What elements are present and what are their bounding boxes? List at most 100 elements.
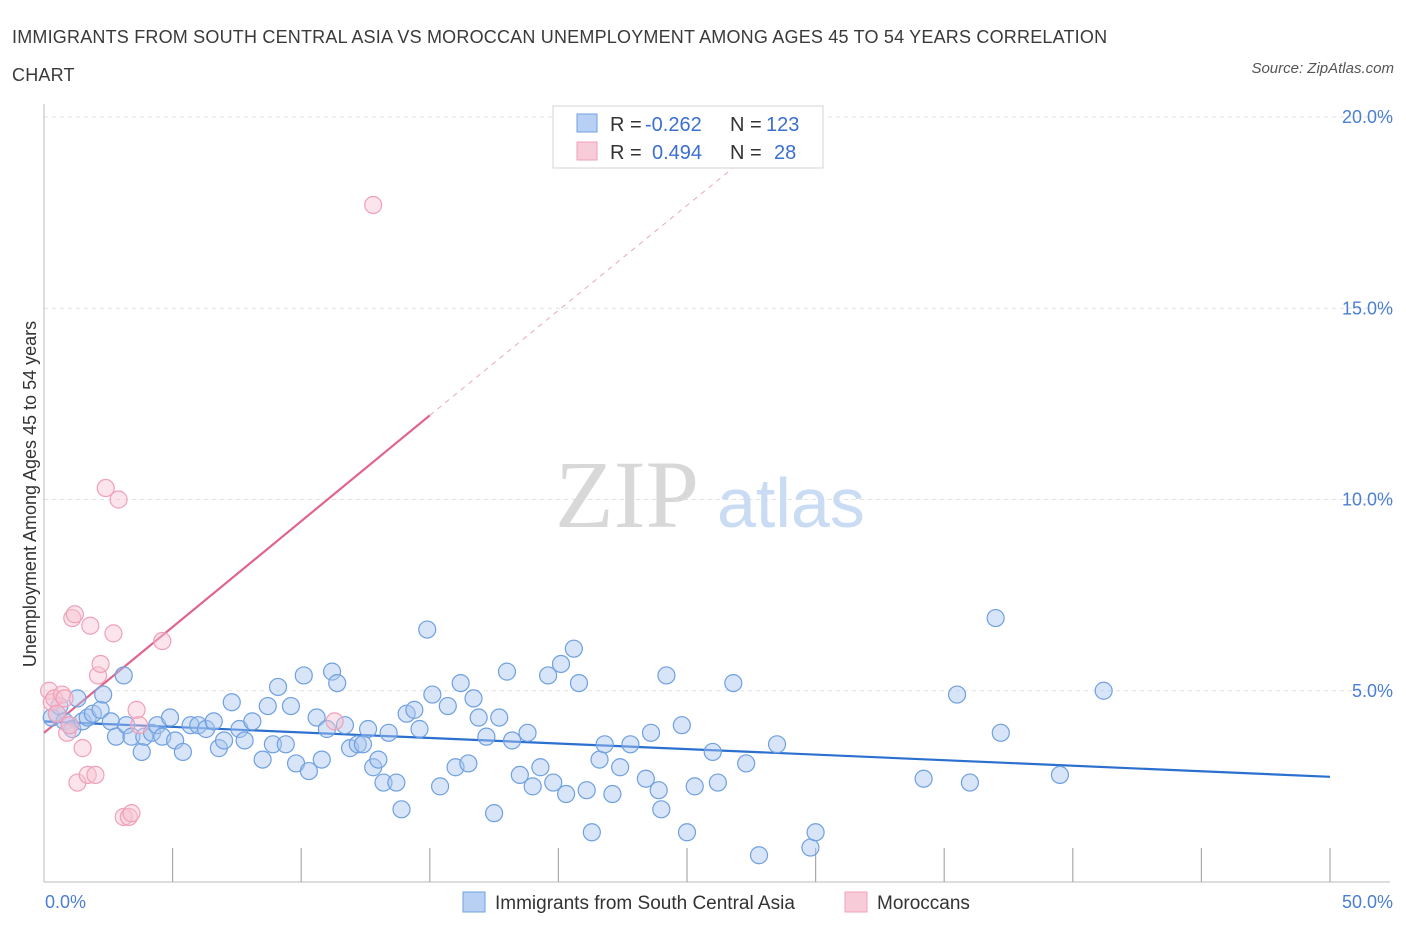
data-point-south-central-asia xyxy=(649,781,668,800)
data-point-moroccans xyxy=(104,624,123,643)
data-point-south-central-asia xyxy=(582,823,601,842)
data-point-south-central-asia xyxy=(160,708,180,727)
data-point-south-central-asia xyxy=(518,723,537,742)
data-point-moroccans xyxy=(153,631,172,651)
data-point-south-central-asia xyxy=(405,700,424,719)
data-point-moroccans xyxy=(55,689,74,708)
data-point-south-central-asia xyxy=(503,731,522,750)
data-point-south-central-asia xyxy=(459,754,478,773)
data-point-south-central-asia xyxy=(557,784,576,804)
data-point-south-central-asia xyxy=(708,773,727,792)
data-point-south-central-asia xyxy=(438,696,457,716)
y-tick-label: 15.0% xyxy=(1342,298,1393,318)
data-point-south-central-asia xyxy=(243,712,262,731)
data-point-south-central-asia xyxy=(253,750,272,769)
legend-swatch-pink xyxy=(576,141,598,161)
data-point-moroccans xyxy=(68,773,87,792)
data-point-moroccans xyxy=(81,616,100,635)
data-point-south-central-asia xyxy=(724,673,743,693)
data-point-south-central-asia xyxy=(657,666,676,685)
data-point-south-central-asia xyxy=(196,719,216,739)
data-point-south-central-asia xyxy=(464,689,483,708)
data-point-south-central-asia xyxy=(806,823,825,842)
data-point-south-central-asia xyxy=(621,735,640,754)
data-point-south-central-asia xyxy=(685,777,704,796)
data-point-south-central-asia xyxy=(611,758,630,777)
data-point-south-central-asia xyxy=(652,800,671,819)
data-point-south-central-asia xyxy=(276,735,295,754)
data-point-south-central-asia xyxy=(235,731,254,750)
data-point-moroccans xyxy=(86,765,105,785)
data-point-south-central-asia xyxy=(991,723,1010,742)
data-point-south-central-asia xyxy=(307,708,326,727)
data-point-south-central-asia xyxy=(569,673,589,693)
data-point-south-central-asia xyxy=(418,620,437,639)
data-point-south-central-asia xyxy=(91,700,110,719)
legend-r-value-2: 0.494 xyxy=(652,142,702,164)
data-point-south-central-asia xyxy=(312,750,331,769)
data-point-moroccans xyxy=(78,765,97,785)
legend-r-value-1: -0.262 xyxy=(645,114,702,136)
data-point-south-central-asia xyxy=(68,689,87,708)
data-point-south-central-asia xyxy=(960,773,980,792)
x-tick-min: 0.0% xyxy=(45,892,86,912)
x-tick-max: 50.0% xyxy=(1342,892,1393,912)
data-point-south-central-asia xyxy=(767,735,787,754)
data-point-moroccans xyxy=(65,605,84,624)
data-point-south-central-asia xyxy=(173,742,192,762)
y-tick-labels: 5.0% 10.0% 15.0% 20.0% xyxy=(1342,107,1393,701)
data-point-south-central-asia xyxy=(577,781,596,800)
data-point-south-central-asia xyxy=(595,735,614,754)
data-point-south-central-asia xyxy=(801,838,820,857)
data-point-moroccans xyxy=(364,195,383,215)
data-point-south-central-asia xyxy=(358,719,378,739)
trend-line-moroccans xyxy=(43,414,431,734)
data-point-south-central-asia xyxy=(94,685,113,704)
data-point-south-central-asia xyxy=(485,804,504,823)
data-point-south-central-asia xyxy=(677,823,697,842)
data-point-south-central-asia xyxy=(469,708,488,727)
data-point-south-central-asia xyxy=(477,727,496,746)
data-point-south-central-asia xyxy=(392,800,411,819)
data-point-moroccans xyxy=(91,654,110,674)
data-point-south-central-asia xyxy=(672,716,691,735)
data-point-moroccans xyxy=(127,700,146,719)
data-point-south-central-asia xyxy=(539,666,558,685)
data-point-south-central-asia xyxy=(497,662,517,681)
series-moroccans xyxy=(40,195,383,827)
y-tick-label: 20.0% xyxy=(1342,107,1393,127)
data-point-south-central-asia xyxy=(101,712,120,731)
data-point-south-central-asia xyxy=(348,735,367,754)
data-point-south-central-asia xyxy=(636,769,655,788)
bottom-legend-swatch-blue xyxy=(462,891,486,913)
data-point-moroccans xyxy=(73,739,92,758)
data-point-south-central-asia xyxy=(328,673,347,693)
data-point-south-central-asia xyxy=(737,754,756,773)
data-point-moroccans xyxy=(47,704,66,723)
y-tick-label: 10.0% xyxy=(1342,490,1393,510)
data-point-south-central-asia xyxy=(114,666,133,685)
data-point-south-central-asia xyxy=(181,716,200,735)
data-point-south-central-asia xyxy=(490,708,509,727)
data-point-moroccans xyxy=(122,804,141,823)
legend-r-label-2: R = xyxy=(610,142,642,164)
data-point-south-central-asia xyxy=(353,735,373,754)
data-point-south-central-asia xyxy=(117,716,136,735)
data-point-south-central-asia xyxy=(914,769,933,788)
data-point-south-central-asia xyxy=(947,685,967,704)
y-axis-label: Unemployment Among Ages 45 to 54 years xyxy=(20,321,40,667)
data-point-south-central-asia xyxy=(749,846,769,865)
data-point-south-central-asia xyxy=(299,761,319,781)
data-point-south-central-asia xyxy=(410,719,429,739)
watermark: ZIP atlas xyxy=(555,441,865,548)
series-south-central-asia xyxy=(42,608,1113,865)
data-point-south-central-asia xyxy=(430,777,450,796)
data-point-moroccans xyxy=(130,716,149,735)
data-point-south-central-asia xyxy=(335,716,355,735)
data-point-south-central-asia xyxy=(369,750,388,769)
data-point-south-central-asia xyxy=(451,673,470,693)
data-point-south-central-asia xyxy=(986,608,1005,628)
trend-line-south-central-asia xyxy=(43,720,1331,778)
data-point-south-central-asia xyxy=(317,719,337,739)
watermark-atlas: atlas xyxy=(717,464,865,542)
